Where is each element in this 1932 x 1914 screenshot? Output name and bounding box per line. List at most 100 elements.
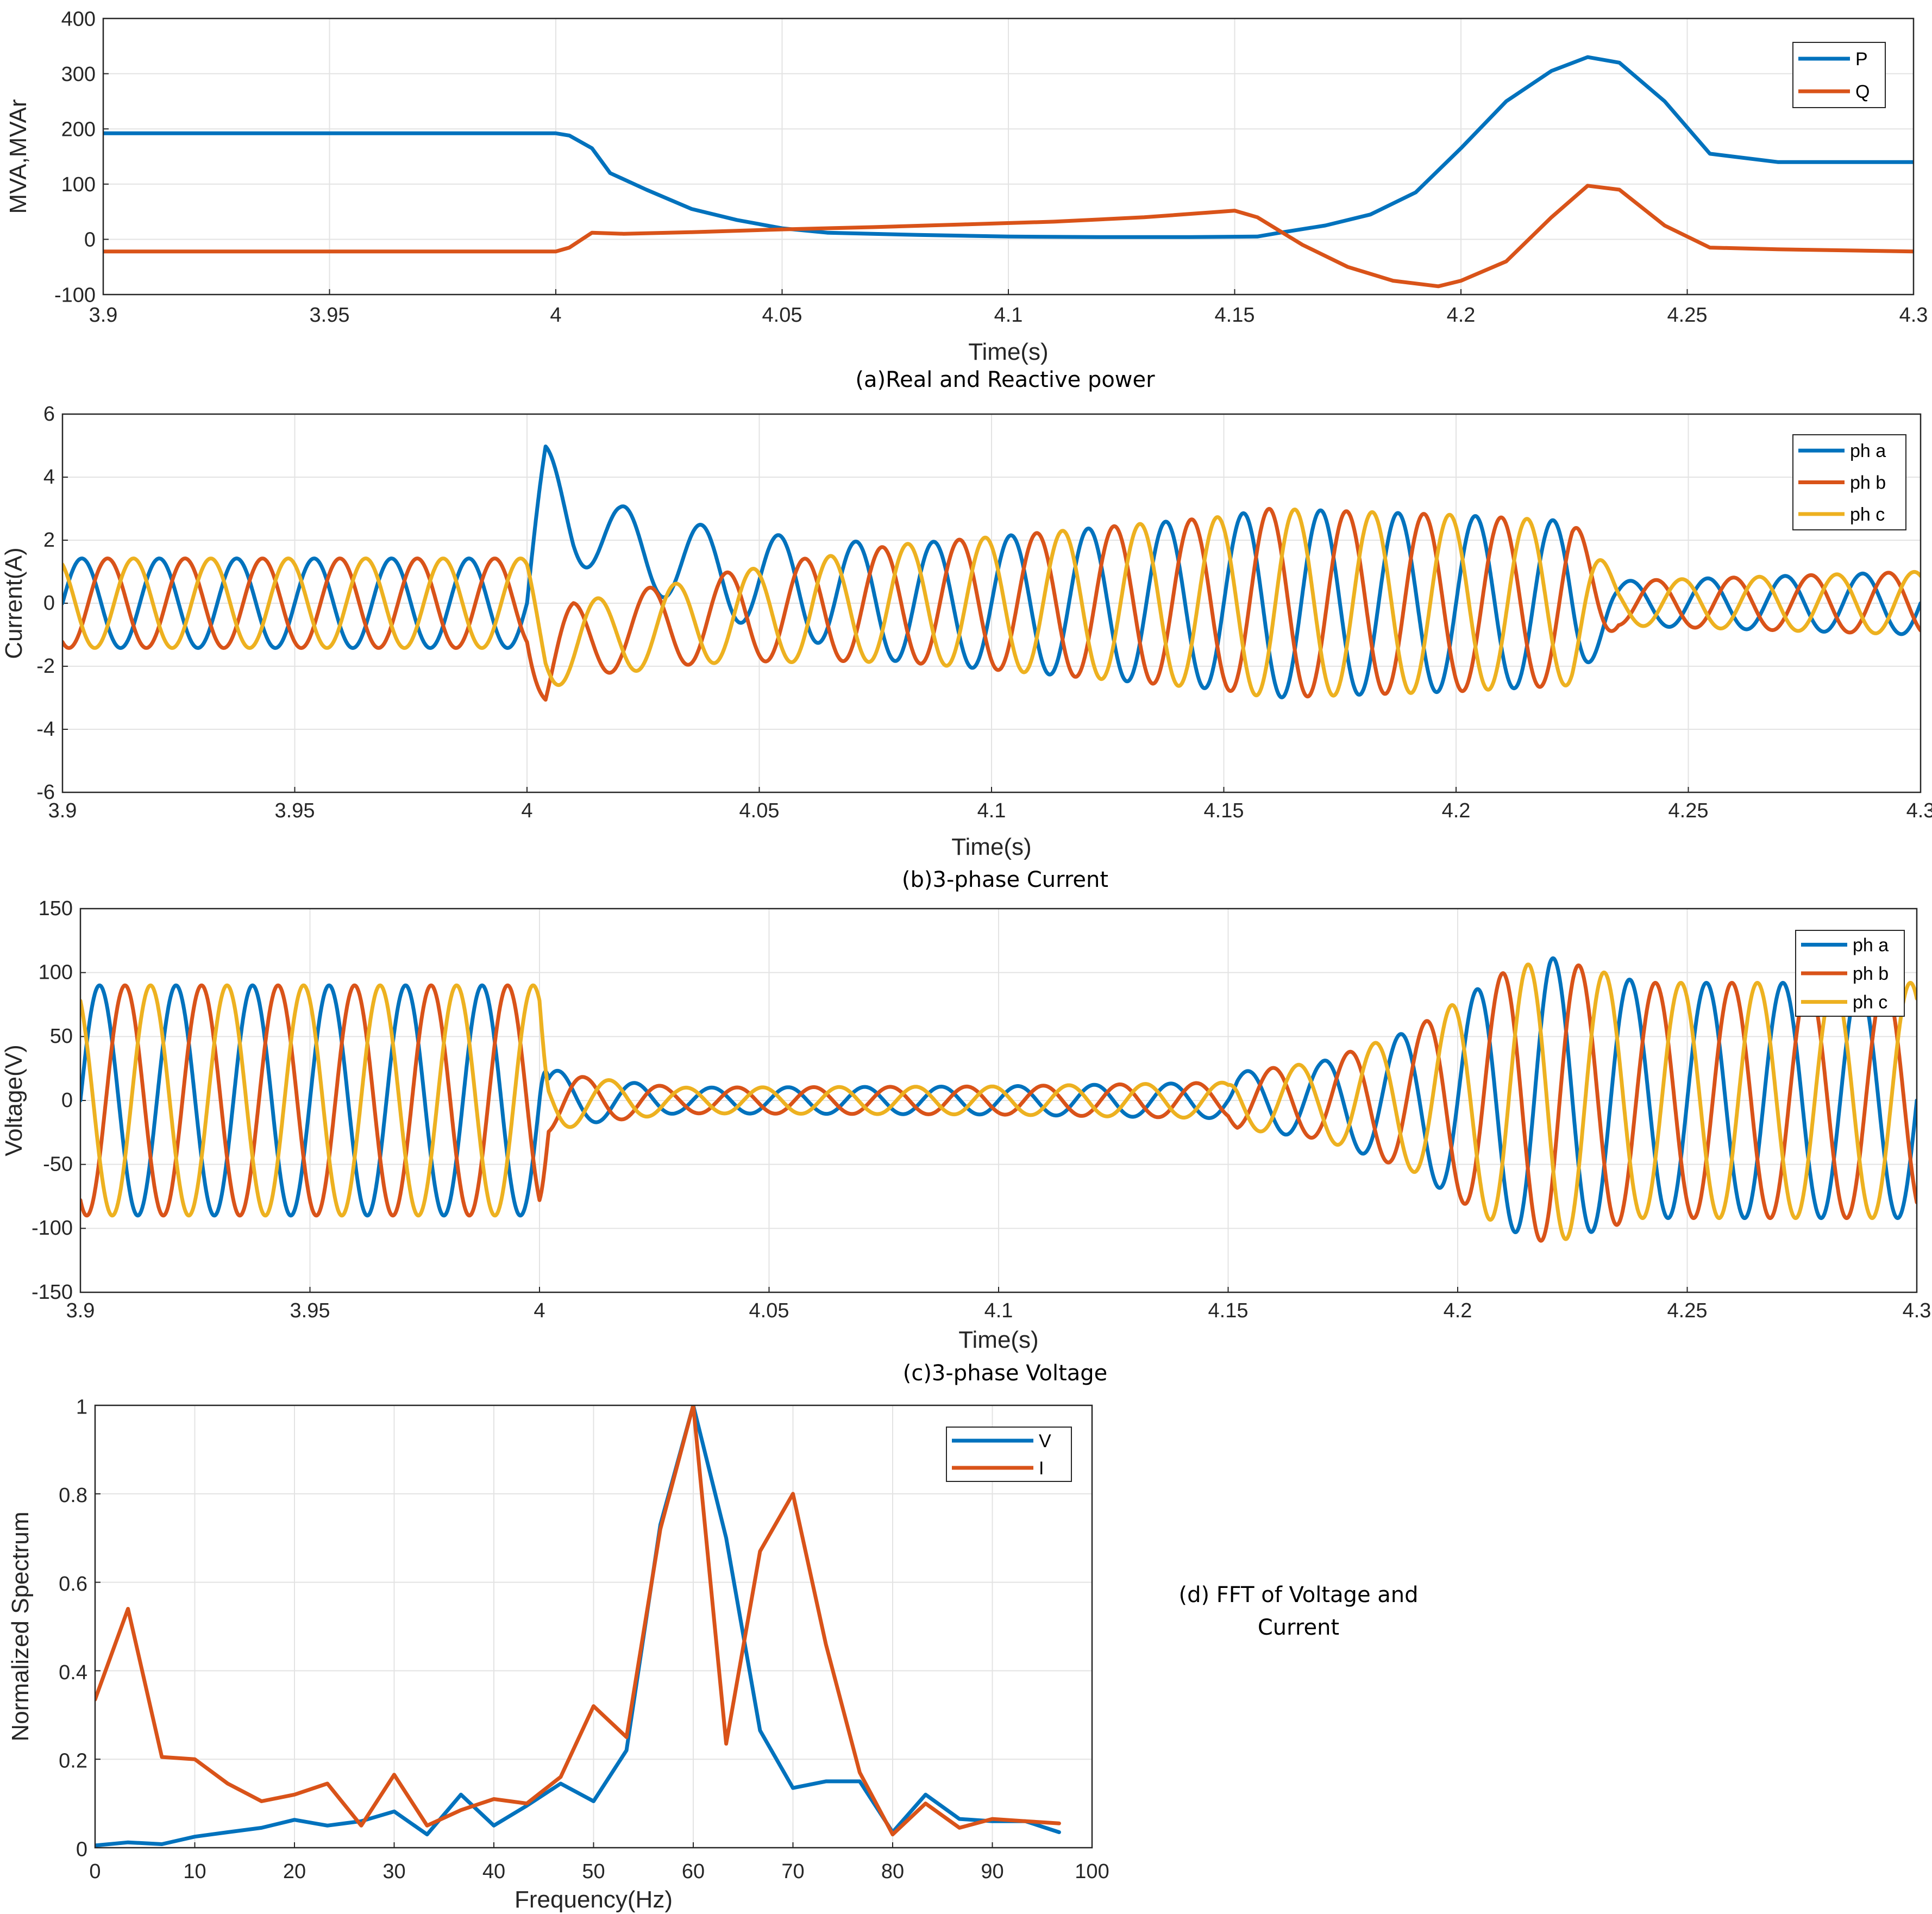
x-tick-label: 4.25 — [1667, 1299, 1708, 1322]
y-tick-label: 0.8 — [59, 1484, 87, 1507]
subplot-caption: (c)3-phase Voltage — [903, 1361, 1108, 1386]
subplot-caption: Current — [1258, 1615, 1339, 1640]
y-tick-label: -4 — [36, 718, 55, 741]
x-tick-label: 4 — [550, 304, 561, 327]
series-group — [103, 55, 1914, 289]
y-tick-label: -50 — [43, 1153, 73, 1176]
series-line-q — [103, 184, 1914, 289]
legend-label: I — [1039, 1458, 1044, 1479]
series-line-p — [103, 55, 1914, 239]
x-tick-label: 100 — [1075, 1860, 1109, 1883]
y-tick-label: 0 — [76, 1838, 87, 1861]
x-tick-label: 3.95 — [310, 304, 350, 327]
axes-frame — [61, 413, 1922, 793]
x-tick-label: 40 — [482, 1860, 505, 1883]
series-line-i — [95, 1405, 1061, 1837]
x-tick-label: 3.9 — [48, 799, 77, 822]
x-tick-label: 4 — [534, 1299, 545, 1322]
x-tick-label: 4.3 — [1903, 1299, 1931, 1322]
x-tick-label: 70 — [781, 1860, 804, 1883]
x-tick-label: 4.3 — [1906, 799, 1932, 822]
series-line-ph-c — [80, 962, 1917, 1241]
series-line-ph-b — [62, 506, 1921, 702]
x-tick-label: 4.1 — [977, 799, 1006, 822]
x-axis-title: Time(s) — [951, 834, 1031, 860]
x-axis-title: Time(s) — [968, 339, 1048, 365]
x-tick-label: 10 — [183, 1860, 206, 1883]
y-tick-label: 400 — [61, 8, 96, 30]
y-tick-label: -6 — [36, 781, 55, 804]
legend: VI — [946, 1427, 1072, 1482]
series-line-ph-a — [80, 956, 1917, 1234]
chart-current: 3.9 3.95 4 4.05 4.1 4.15 4.2 4.25 4.3 -6 -4 -2 0 2 4 6 T… — [1, 403, 1932, 892]
x-tick-label: 3.95 — [275, 799, 315, 822]
y-tick-label: 300 — [61, 63, 96, 86]
x-axis-title: Frequency(Hz) — [515, 1886, 673, 1913]
x-tick-label: 80 — [881, 1860, 904, 1883]
legend-label: ph c — [1853, 992, 1887, 1013]
x-tick-label: 4.2 — [1447, 304, 1476, 327]
legend-label: Q — [1855, 82, 1870, 102]
legend: ph a ph b ph c — [1792, 434, 1906, 530]
x-tick-label: 90 — [981, 1860, 1003, 1883]
x-tick-label: 3.9 — [66, 1299, 95, 1322]
x-tick-label: 4.25 — [1668, 799, 1709, 822]
chart-power: 3.9 3.95 4 4.05 4.1 4.15 4.2 4.25 4.3 -100 0 100 200… — [5, 8, 1928, 392]
x-tick-label: 4.25 — [1667, 304, 1708, 327]
y-axis-title: Voltage(V) — [1, 1044, 27, 1156]
series-group — [95, 1405, 1061, 1848]
y-tick-label: -2 — [36, 655, 55, 678]
chart-voltage: 3.9 3.95 4 4.05 4.1 4.15 4.2 4.25 4.3 -150 -100 -50… — [1, 897, 1931, 1386]
y-axis-title: MVA,MVAr — [5, 99, 32, 214]
y-tick-label: 6 — [43, 403, 55, 426]
y-axis-title: Current(A) — [1, 547, 27, 659]
x-tick-label: 50 — [582, 1860, 605, 1883]
x-tick-label: 60 — [682, 1860, 705, 1883]
legend: ph a ph b ph c — [1795, 930, 1905, 1017]
y-tick-label: 0.4 — [59, 1661, 87, 1684]
legend-label: ph c — [1850, 504, 1885, 525]
subplot-caption: (a)Real and Reactive power — [855, 367, 1155, 392]
y-tick-label: 200 — [61, 118, 96, 141]
x-tick-label: 20 — [283, 1860, 306, 1883]
x-tick-label: 4.15 — [1204, 799, 1244, 822]
x-tick-label: 4.2 — [1442, 799, 1471, 822]
x-tick-label: 4 — [521, 799, 532, 822]
legend-label: ph b — [1853, 964, 1889, 984]
series-line-v — [95, 1405, 1061, 1848]
y-tick-label: -100 — [54, 284, 96, 307]
y-tick-label: -150 — [32, 1281, 73, 1304]
series-line-ph-a — [62, 445, 1921, 699]
legend-box — [1792, 42, 1886, 108]
legend-label: ph b — [1850, 473, 1886, 493]
y-tick-label: 0 — [43, 592, 55, 615]
y-tick-label: 100 — [39, 961, 73, 984]
y-tick-label: 150 — [39, 897, 73, 920]
y-tick-label: 4 — [43, 466, 55, 489]
y-tick-label: 2 — [43, 529, 55, 552]
chart-fft: 0 10 20 30 40 50 60 70 80 90 100 0 0.2 0.4 0.6 0.8 1 Freq… — [7, 1396, 1419, 1913]
y-tick-label: 0.2 — [59, 1750, 87, 1773]
x-tick-label: 0 — [89, 1860, 101, 1883]
axes-frame — [102, 17, 1915, 296]
y-tick-label: 100 — [61, 173, 96, 196]
subplot-caption: (d) FFT of Voltage and — [1178, 1583, 1418, 1607]
axes-frame — [94, 1404, 1093, 1849]
x-tick-label: 4.2 — [1444, 1299, 1472, 1322]
x-tick-label: 4.05 — [739, 799, 780, 822]
x-axis-title: Time(s) — [958, 1327, 1038, 1353]
legend-label: ph a — [1853, 935, 1889, 955]
y-tick-label: -100 — [32, 1217, 73, 1240]
series-line-ph-c — [62, 508, 1921, 698]
series-group — [62, 445, 1921, 702]
legend: PQ — [1792, 42, 1886, 108]
x-tick-label: 4.1 — [994, 304, 1023, 327]
series-line-ph-b — [80, 963, 1917, 1243]
y-tick-label: 0.6 — [59, 1573, 87, 1596]
subplot-caption: (b)3-phase Current — [902, 867, 1108, 892]
x-tick-label: 4.15 — [1215, 304, 1255, 327]
legend-box — [946, 1427, 1072, 1482]
legend-label: V — [1039, 1431, 1051, 1452]
x-tick-label: 3.9 — [89, 304, 118, 327]
